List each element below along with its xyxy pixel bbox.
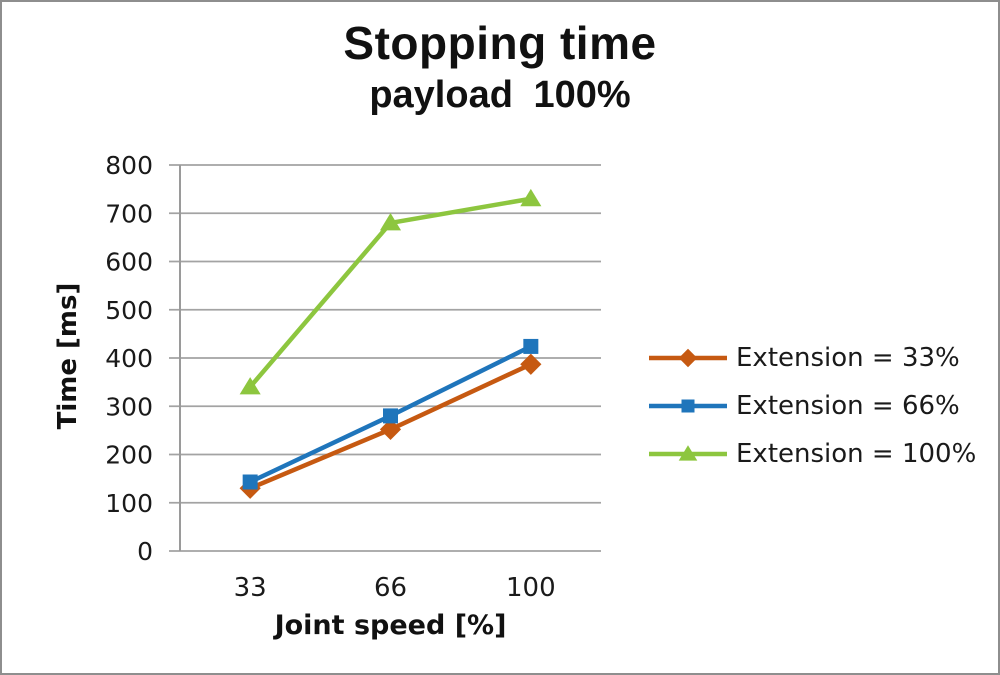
- y-tick-label: 500: [105, 296, 153, 325]
- legend-triangle-icon: [649, 445, 727, 461]
- triangle-marker-icon: [520, 188, 542, 207]
- triangle-marker-icon: [239, 377, 261, 395]
- legend-square-icon: [649, 399, 727, 413]
- x-tick-label: 66: [374, 573, 407, 603]
- diamond-marker-icon: [520, 353, 542, 375]
- y-tick-label: 800: [105, 151, 153, 180]
- legend-label: Extension = 100%: [736, 439, 977, 469]
- diamond-marker-icon: [678, 348, 698, 368]
- legend: Extension = 33% Extension = 66% Extensio…: [647, 341, 976, 485]
- triangle-marker-icon: [678, 445, 698, 461]
- x-tick-label: 100: [506, 573, 556, 603]
- legend-item-extension-33: Extension = 33%: [647, 341, 976, 375]
- legend-item-extension-100: Extension = 100%: [647, 437, 976, 471]
- y-tick-label: 700: [105, 199, 153, 228]
- x-tick-label: 33: [234, 573, 267, 603]
- y-tick-label: 0: [137, 537, 153, 566]
- legend-item-extension-66: Extension = 66%: [647, 389, 976, 423]
- y-tick-label: 100: [105, 489, 153, 518]
- y-tick-label: 200: [105, 441, 153, 470]
- y-tick-label: 400: [105, 344, 153, 373]
- square-marker-icon: [383, 408, 398, 424]
- x-axis-title: Joint speed [%]: [274, 610, 507, 641]
- square-marker-icon: [523, 338, 539, 354]
- y-tick-label: 600: [105, 248, 153, 277]
- legend-diamond-icon: [649, 348, 727, 368]
- square-marker-icon: [242, 474, 258, 490]
- legend-label: Extension = 66%: [736, 391, 960, 421]
- square-marker-icon: [681, 399, 695, 413]
- legend-label: Extension = 33%: [736, 343, 960, 373]
- y-tick-label: 300: [105, 392, 153, 421]
- chart-subtitle: payload 100%: [369, 74, 631, 116]
- triangle-marker-icon: [379, 213, 402, 231]
- chart-title: Stopping time: [343, 17, 657, 69]
